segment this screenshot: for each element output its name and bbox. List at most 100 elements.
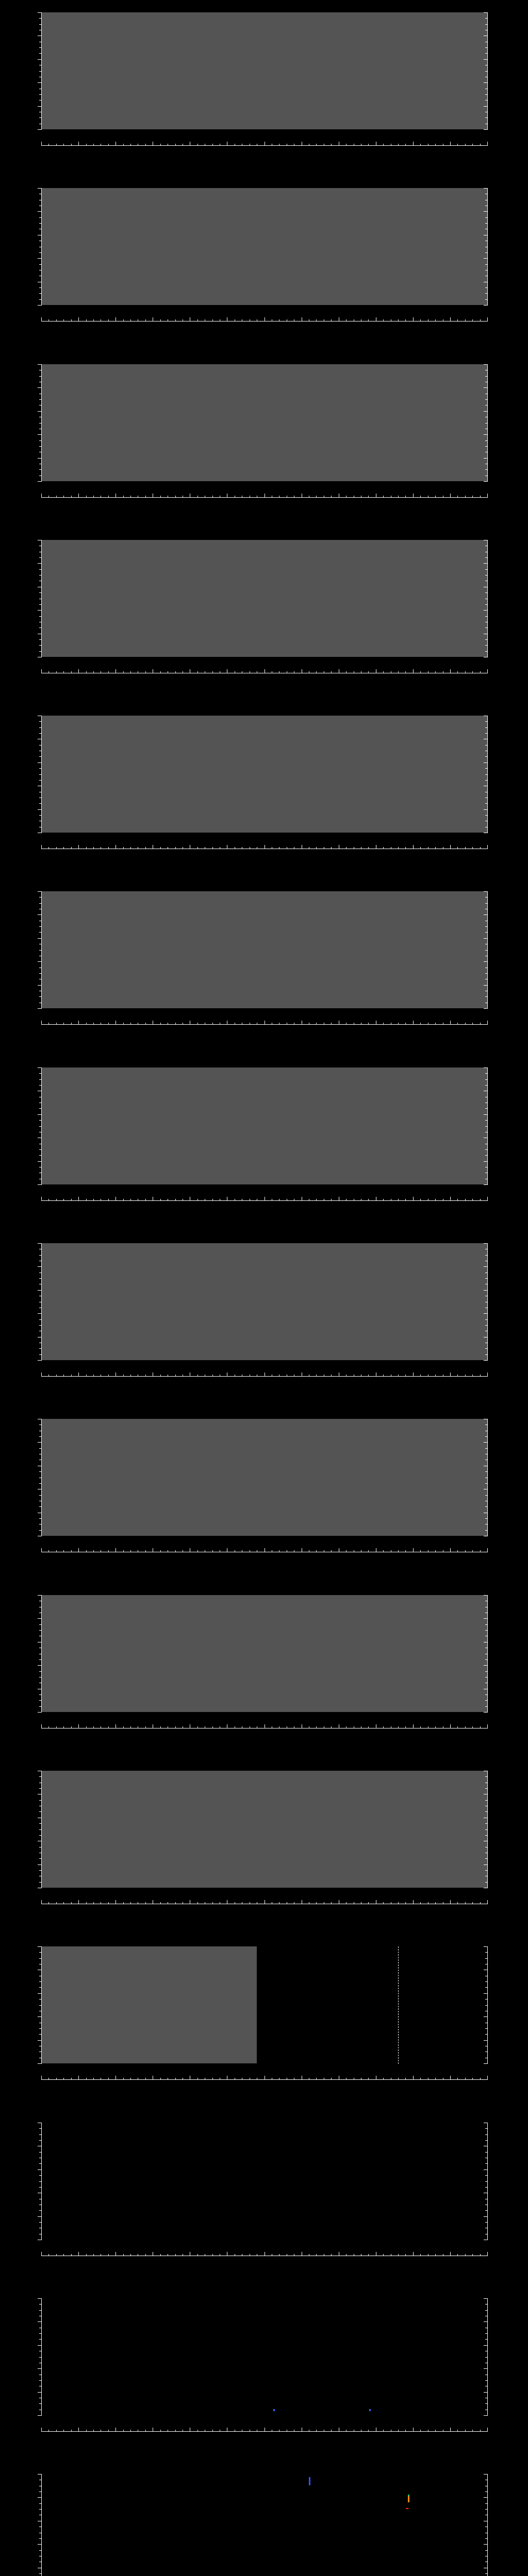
- x-minor-tick: [71, 1199, 72, 1200]
- x-major-tick: [413, 845, 414, 849]
- y-right-minor-tick: [485, 926, 487, 927]
- y-right-major-tick: [484, 2544, 487, 2545]
- y-right-major-tick: [484, 961, 487, 962]
- y-right-minor-tick: [485, 1958, 487, 1959]
- y-minor-tick: [39, 1882, 41, 1883]
- y-minor-tick: [39, 2028, 41, 2029]
- y-right-minor-tick: [485, 2152, 487, 2153]
- y-right-minor-tick: [485, 299, 487, 300]
- y-axis-line: [41, 1243, 42, 1361]
- y-right-minor-tick: [485, 950, 487, 951]
- x-minor-tick: [160, 1375, 161, 1376]
- x-major-tick: [413, 142, 414, 145]
- y-major-tick: [38, 129, 41, 130]
- x-minor-tick: [480, 319, 481, 321]
- x-minor-tick: [472, 1902, 473, 1904]
- x-minor-tick: [71, 1550, 72, 1552]
- y-minor-tick: [39, 1255, 41, 1256]
- y-axis-line: [41, 12, 42, 130]
- y-major-tick: [38, 1442, 41, 1443]
- y-minor-tick: [39, 2210, 41, 2211]
- x-minor-tick: [160, 1023, 161, 1024]
- x-minor-tick: [316, 1375, 317, 1376]
- x-minor-tick: [398, 847, 399, 849]
- y-right-minor-tick: [485, 1126, 487, 1127]
- x-minor-tick: [56, 1726, 57, 1728]
- y-right-major-tick: [484, 1290, 487, 1291]
- y-minor-tick: [39, 469, 41, 470]
- y-minor-tick: [39, 1630, 41, 1631]
- y-right-minor-tick: [485, 1518, 487, 1519]
- x-major-tick: [487, 845, 488, 849]
- y-minor-tick: [39, 592, 41, 593]
- y-right-major-tick: [484, 258, 487, 259]
- x-major-tick: [450, 142, 451, 145]
- x-minor-tick: [480, 144, 481, 145]
- x-major-tick: [78, 1548, 79, 1552]
- y-right-major-tick: [484, 2016, 487, 2017]
- y-right-minor-tick: [485, 1085, 487, 1086]
- y-minor-tick: [39, 950, 41, 951]
- x-minor-tick: [56, 2254, 57, 2256]
- x-minor-tick: [435, 1023, 436, 1024]
- y-axis-right-line: [487, 1419, 488, 1536]
- x-minor-tick: [435, 671, 436, 673]
- x-minor-tick: [420, 496, 421, 497]
- x-minor-tick: [316, 671, 317, 673]
- y-right-major-tick: [484, 458, 487, 459]
- x-major-tick: [487, 317, 488, 321]
- y-right-minor-tick: [485, 557, 487, 558]
- y-major-tick: [38, 1618, 41, 1619]
- y-right-major-tick: [484, 2345, 487, 2346]
- x-minor-tick: [368, 1375, 369, 1376]
- y-minor-tick: [39, 973, 41, 974]
- x-minor-tick: [197, 496, 198, 497]
- x-minor-tick: [331, 2430, 332, 2431]
- x-minor-tick: [316, 1023, 317, 1024]
- x-minor-tick: [63, 2430, 64, 2431]
- y-right-minor-tick: [485, 651, 487, 652]
- x-major-tick: [450, 1900, 451, 1904]
- y-axis-line: [41, 1771, 42, 1888]
- x-minor-tick: [420, 1375, 421, 1376]
- x-minor-tick: [368, 496, 369, 497]
- x-minor-tick: [145, 847, 146, 849]
- x-minor-tick: [108, 847, 109, 849]
- y-right-minor-tick: [485, 1776, 487, 1777]
- x-major-tick: [413, 317, 414, 321]
- x-minor-tick: [93, 2078, 94, 2079]
- y-right-minor-tick: [485, 2310, 487, 2311]
- x-minor-tick: [420, 2254, 421, 2256]
- y-minor-tick: [39, 1518, 41, 1519]
- y-minor-tick: [39, 18, 41, 19]
- y-right-minor-tick: [485, 1671, 487, 1672]
- y-major-tick: [38, 305, 41, 306]
- y-major-tick: [38, 1290, 41, 1291]
- y-major-tick: [38, 1184, 41, 1185]
- x-major-tick: [450, 1021, 451, 1024]
- x-minor-tick: [420, 2430, 421, 2431]
- x-minor-tick: [93, 1199, 94, 1200]
- x-minor-tick: [123, 847, 124, 849]
- y-right-minor-tick: [485, 1882, 487, 1883]
- x-major-tick: [41, 2428, 42, 2431]
- x-major-tick: [487, 1548, 488, 1552]
- y-right-minor-tick: [485, 592, 487, 593]
- y-right-major-tick: [484, 1161, 487, 1162]
- x-minor-tick: [175, 1023, 176, 1024]
- y-right-minor-tick: [485, 1354, 487, 1355]
- x-minor-tick: [480, 1375, 481, 1376]
- y-right-major-tick: [484, 59, 487, 60]
- x-minor-tick: [420, 1726, 421, 1728]
- x-minor-tick: [175, 1375, 176, 1376]
- y-minor-tick: [39, 1120, 41, 1121]
- y-right-major-tick: [484, 2368, 487, 2369]
- x-major-tick: [487, 669, 488, 673]
- y-right-minor-tick: [485, 2509, 487, 2510]
- spectrogram-panel-10: [0, 1583, 528, 1759]
- x-minor-tick: [472, 1199, 473, 1200]
- x-minor-tick: [465, 1023, 466, 1024]
- x-minor-tick: [405, 2254, 406, 2256]
- x-minor-tick: [197, 1023, 198, 1024]
- x-minor-tick: [56, 144, 57, 145]
